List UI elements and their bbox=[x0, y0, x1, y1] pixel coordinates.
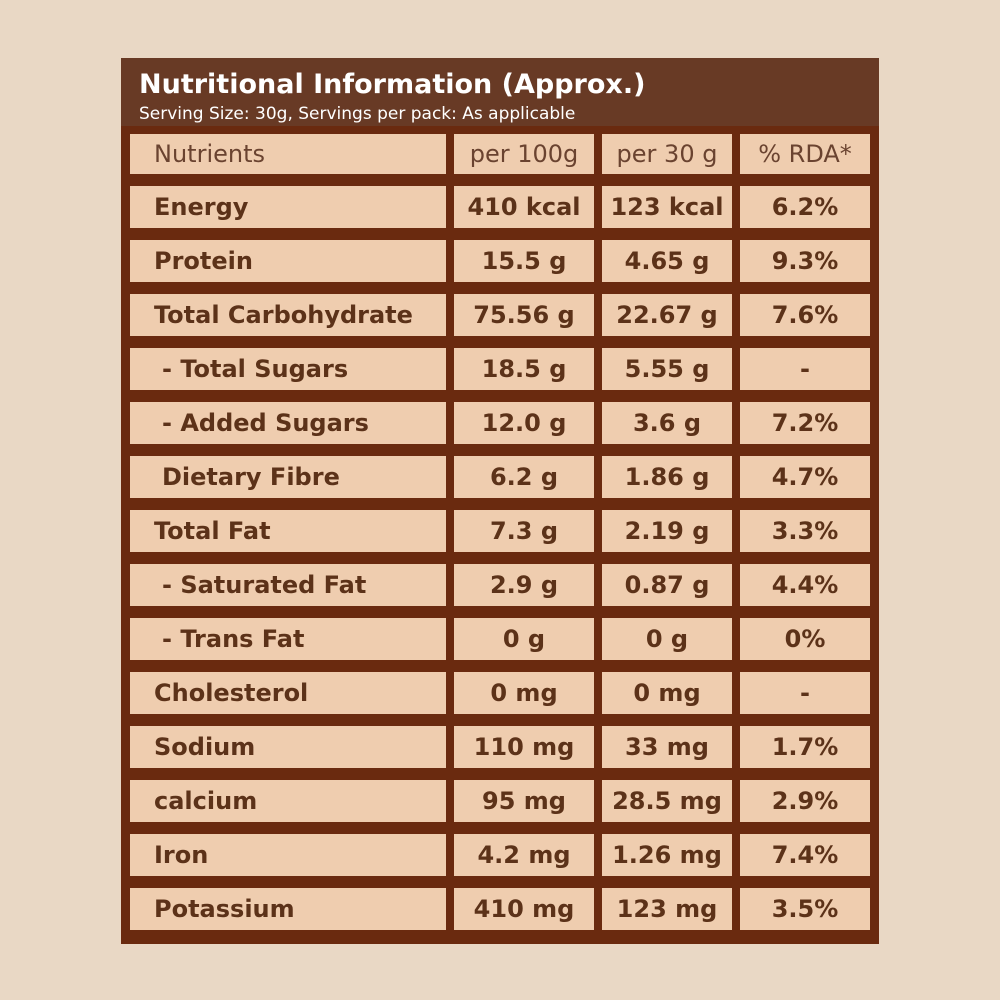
value-per-30g: 0 g bbox=[602, 618, 732, 660]
value-per-30g: 3.6 g bbox=[602, 402, 732, 444]
value-rda: 0% bbox=[740, 618, 870, 660]
table-row: Iron 4.2 mg 1.26 mg 7.4% bbox=[121, 828, 879, 882]
value-per-100g: 410 mg bbox=[454, 888, 594, 930]
value-per-30g: 28.5 mg bbox=[602, 780, 732, 822]
panel-title: Nutritional Information (Approx.) bbox=[139, 69, 646, 100]
value-per-100g: 2.9 g bbox=[454, 564, 594, 606]
table-header-row: Nutrients per 100g per 30 g % RDA* bbox=[121, 126, 879, 180]
value-rda: 9.3% bbox=[740, 240, 870, 282]
nutrient-name: - Added Sugars bbox=[130, 402, 446, 444]
table-row: - Total Sugars 18.5 g 5.55 g - bbox=[121, 342, 879, 396]
panel-header: Nutritional Information (Approx.) Servin… bbox=[121, 58, 879, 126]
value-rda: 3.5% bbox=[740, 888, 870, 930]
value-per-100g: 0 g bbox=[454, 618, 594, 660]
value-per-30g: 0.87 g bbox=[602, 564, 732, 606]
value-per-30g: 0 mg bbox=[602, 672, 732, 714]
nutrient-name: - Total Sugars bbox=[130, 348, 446, 390]
nutrient-name: Protein bbox=[130, 240, 446, 282]
column-header-per-100g: per 100g bbox=[454, 134, 594, 174]
value-per-100g: 4.2 mg bbox=[454, 834, 594, 876]
nutrient-name: Sodium bbox=[130, 726, 446, 768]
value-rda: 1.7% bbox=[740, 726, 870, 768]
value-per-100g: 95 mg bbox=[454, 780, 594, 822]
table-row: - Trans Fat 0 g 0 g 0% bbox=[121, 612, 879, 666]
value-per-30g: 22.67 g bbox=[602, 294, 732, 336]
nutrient-name: - Trans Fat bbox=[130, 618, 446, 660]
value-rda: 7.6% bbox=[740, 294, 870, 336]
nutrient-name: Energy bbox=[130, 186, 446, 228]
column-header-rda: % RDA* bbox=[740, 134, 870, 174]
value-per-100g: 15.5 g bbox=[454, 240, 594, 282]
nutrient-name: Total Carbohydrate bbox=[130, 294, 446, 336]
value-per-100g: 6.2 g bbox=[454, 456, 594, 498]
nutrient-name: Dietary Fibre bbox=[130, 456, 446, 498]
value-rda: 7.4% bbox=[740, 834, 870, 876]
nutrient-name: - Saturated Fat bbox=[130, 564, 446, 606]
value-per-30g: 33 mg bbox=[602, 726, 732, 768]
table-row: Energy 410 kcal 123 kcal 6.2% bbox=[121, 180, 879, 234]
value-per-100g: 410 kcal bbox=[454, 186, 594, 228]
value-per-100g: 12.0 g bbox=[454, 402, 594, 444]
column-header-per-30g: per 30 g bbox=[602, 134, 732, 174]
column-header-nutrients: Nutrients bbox=[130, 134, 446, 174]
nutrient-name: calcium bbox=[130, 780, 446, 822]
nutrient-name: Total Fat bbox=[130, 510, 446, 552]
value-per-100g: 0 mg bbox=[454, 672, 594, 714]
value-rda: 4.4% bbox=[740, 564, 870, 606]
value-per-30g: 5.55 g bbox=[602, 348, 732, 390]
table-row: Cholesterol 0 mg 0 mg - bbox=[121, 666, 879, 720]
value-per-30g: 1.26 mg bbox=[602, 834, 732, 876]
table-row: Total Fat 7.3 g 2.19 g 3.3% bbox=[121, 504, 879, 558]
table-row: - Saturated Fat 2.9 g 0.87 g 4.4% bbox=[121, 558, 879, 612]
table-row: Protein 15.5 g 4.65 g 9.3% bbox=[121, 234, 879, 288]
value-per-100g: 7.3 g bbox=[454, 510, 594, 552]
value-per-30g: 123 mg bbox=[602, 888, 732, 930]
value-per-30g: 123 kcal bbox=[602, 186, 732, 228]
serving-info: Serving Size: 30g, Servings per pack: As… bbox=[139, 104, 576, 124]
value-rda: 7.2% bbox=[740, 402, 870, 444]
value-rda: 4.7% bbox=[740, 456, 870, 498]
value-rda: - bbox=[740, 672, 870, 714]
nutrition-table: Nutrients per 100g per 30 g % RDA* Energ… bbox=[121, 126, 879, 936]
value-rda: 6.2% bbox=[740, 186, 870, 228]
table-row: Total Carbohydrate 75.56 g 22.67 g 7.6% bbox=[121, 288, 879, 342]
nutrition-panel: Nutritional Information (Approx.) Servin… bbox=[121, 58, 879, 944]
value-per-30g: 2.19 g bbox=[602, 510, 732, 552]
value-rda: 2.9% bbox=[740, 780, 870, 822]
value-rda: 3.3% bbox=[740, 510, 870, 552]
table-row: - Added Sugars 12.0 g 3.6 g 7.2% bbox=[121, 396, 879, 450]
value-per-100g: 18.5 g bbox=[454, 348, 594, 390]
nutrient-name: Iron bbox=[130, 834, 446, 876]
value-per-30g: 1.86 g bbox=[602, 456, 732, 498]
value-per-100g: 75.56 g bbox=[454, 294, 594, 336]
value-per-30g: 4.65 g bbox=[602, 240, 732, 282]
table-row: Potassium 410 mg 123 mg 3.5% bbox=[121, 882, 879, 936]
table-row: calcium 95 mg 28.5 mg 2.9% bbox=[121, 774, 879, 828]
value-rda: - bbox=[740, 348, 870, 390]
table-row: Dietary Fibre 6.2 g 1.86 g 4.7% bbox=[121, 450, 879, 504]
nutrient-name: Cholesterol bbox=[130, 672, 446, 714]
nutrient-name: Potassium bbox=[130, 888, 446, 930]
table-row: Sodium 110 mg 33 mg 1.7% bbox=[121, 720, 879, 774]
value-per-100g: 110 mg bbox=[454, 726, 594, 768]
